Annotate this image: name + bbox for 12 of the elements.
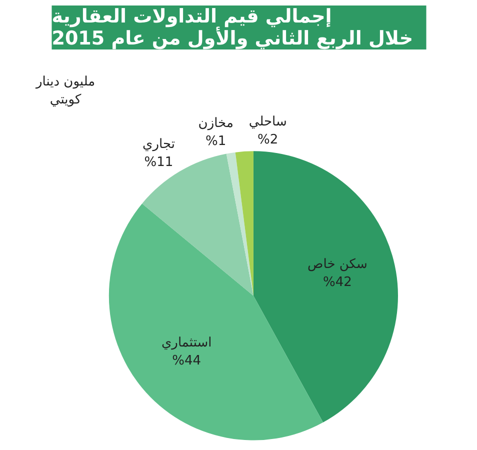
slice-label: سكن خاص	[308, 257, 368, 272]
text: مليون دينار كويتي	[34, 74, 96, 108]
chart-title: إجمالي قيم التداولات العقارية خلال الربع الثاني والأول من عام 2015	[52, 6, 414, 50]
slice-label: تجاري	[142, 137, 176, 152]
data-label: %44	[172, 354, 202, 369]
data-label: %42	[323, 275, 352, 290]
slice-label: مخازن	[198, 116, 234, 132]
slice-label: ساحلي	[248, 114, 287, 130]
data-label: %1	[206, 134, 226, 150]
data-label: %2	[258, 132, 278, 148]
data-label: %11	[144, 155, 174, 170]
slice-label: استثماري	[161, 336, 212, 351]
